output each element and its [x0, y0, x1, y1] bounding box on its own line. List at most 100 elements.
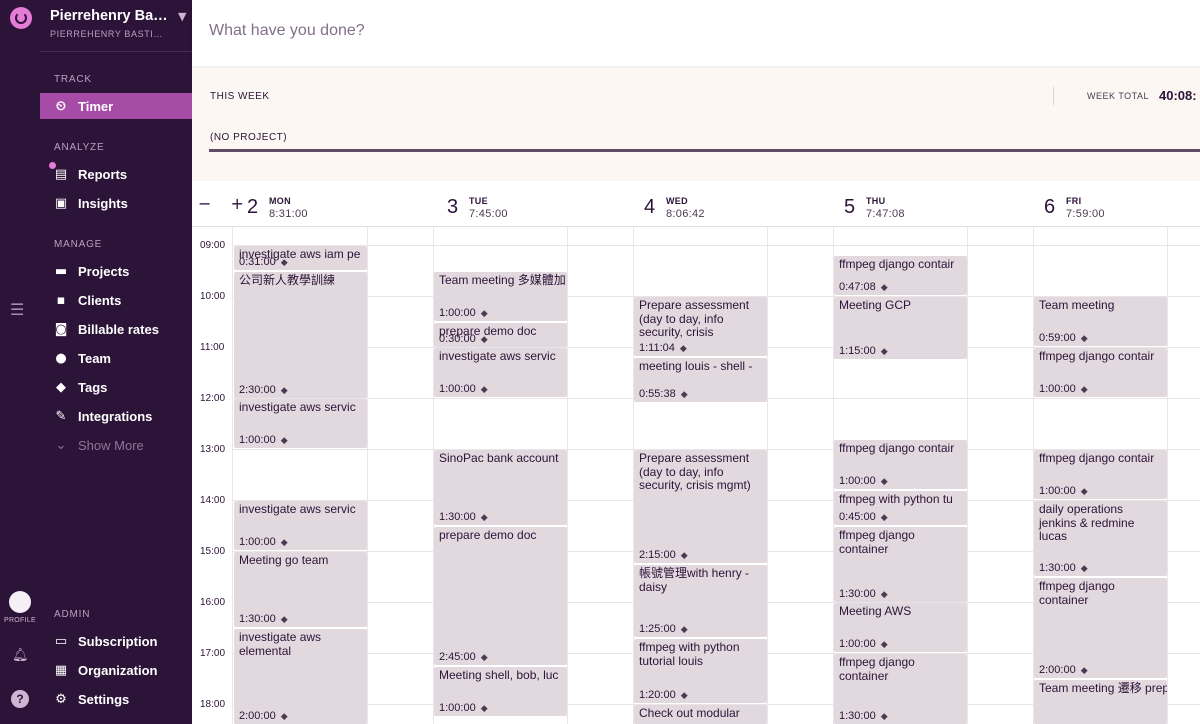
time-entry[interactable]: 公司新人教學訓練 2:30:00 ◆ [234, 272, 367, 398]
tag-icon[interactable]: ◆ [880, 589, 888, 599]
tag-icon[interactable]: ◆ [480, 703, 488, 713]
tag-icon[interactable]: ◆ [280, 711, 288, 721]
sidebar-item-timer[interactable]: ⏲ Timer [40, 93, 192, 119]
tag-icon[interactable]: ◆ [880, 639, 888, 649]
time-entry[interactable]: ffmpeg django contair 1:00:00 ◆ [834, 440, 967, 489]
tag-icon[interactable]: ◆ [1080, 486, 1088, 496]
entry-duration: 2:00:00 ◆ [239, 710, 288, 722]
time-entry[interactable]: Prepare assessment (day to day, info sec… [634, 297, 767, 356]
sidebar-item-organization[interactable]: ▦ Organization [40, 657, 192, 683]
tag-icon[interactable]: ◆ [679, 343, 687, 353]
profile-label[interactable]: PROFILE [3, 617, 37, 624]
tag-icon[interactable]: ◆ [280, 614, 288, 624]
tag-icon[interactable]: ◆ [280, 385, 288, 395]
time-entry[interactable]: prepare demo doc 0:30:00 ◆ [434, 323, 567, 347]
tag-icon[interactable]: ◆ [880, 346, 888, 356]
entry-duration: 2:15:00 ◆ [639, 549, 688, 561]
tag-icon[interactable]: ◆ [480, 652, 488, 662]
grid-column-line [232, 227, 233, 724]
tag-icon[interactable]: ◆ [280, 537, 288, 547]
entry-description: Meeting go team [239, 553, 329, 567]
workspace-switcher[interactable]: Pierrehenry Bas... PIERREHENRY BASTIN...… [50, 8, 190, 39]
time-entry[interactable]: meeting louis - shell - 0:55:38 ◆ [634, 358, 767, 402]
profile-avatar[interactable] [9, 591, 31, 613]
entry-duration: 0:31:00 ◆ [239, 256, 288, 268]
entry-description: ffmpeg with python tu [839, 492, 953, 506]
tag-icon[interactable]: ◆ [680, 624, 688, 634]
this-week-label[interactable]: THIS WEEK [210, 91, 270, 102]
time-entry[interactable]: investigate aws servic 1:00:00 ◆ [234, 399, 367, 448]
time-entry[interactable]: investigate aws servic 1:00:00 ◆ [234, 501, 367, 550]
help-icon[interactable]: ? [11, 690, 29, 708]
time-entry[interactable]: ffmpeg django container 2:00:00 ◆ [1034, 578, 1167, 678]
time-entry[interactable]: ffmpeg django contair 1:00:00 ◆ [1034, 348, 1167, 397]
time-entry[interactable]: investigate aws servic 1:00:00 ◆ [434, 348, 567, 397]
time-entry[interactable]: Prepare assessment (day to day, info sec… [634, 450, 767, 563]
sidebar-item-clients[interactable]: ▪ Clients [40, 287, 192, 313]
tag-icon[interactable]: ◆ [280, 257, 288, 267]
sidebar-item-label: Timer [78, 98, 114, 114]
sidebar-item-label: Settings [78, 691, 130, 707]
tag-icon[interactable]: ◆ [880, 512, 888, 522]
time-entry[interactable]: Team meeting 0:59:00 ◆ [1034, 297, 1167, 346]
tag-icon[interactable]: ◆ [680, 550, 688, 560]
tag-icon[interactable]: ◆ [480, 308, 488, 318]
tag-icon[interactable]: ◆ [1080, 333, 1088, 343]
time-entry[interactable]: 帳號管理with henry - daisy 1:25:00 ◆ [634, 565, 767, 637]
time-entry[interactable]: Meeting go team 1:30:00 ◆ [234, 552, 367, 627]
sidebar-item-subscription[interactable]: ▭ Subscription [40, 628, 192, 654]
tag-icon[interactable]: ◆ [680, 389, 688, 399]
sidebar-item-tags[interactable]: ◆ Tags [40, 374, 192, 400]
time-entry[interactable]: Meeting AWS 1:00:00 ◆ [834, 603, 967, 652]
sidebar-item-integrations[interactable]: ✎ Integrations [40, 403, 192, 429]
time-entry[interactable]: ffmpeg django contair 0:47:08 ◆ [834, 256, 967, 295]
time-entry[interactable]: Meeting shell, bob, luc 1:00:00 ◆ [434, 667, 567, 716]
tag-icon[interactable]: ◆ [480, 384, 488, 394]
tag-icon[interactable]: ◆ [480, 512, 488, 522]
sidebar-item-show-more[interactable]: ⌄ Show More [40, 432, 192, 458]
time-entry[interactable]: SinoPac bank account 1:30:00 ◆ [434, 450, 567, 525]
tag-icon[interactable]: ◆ [680, 690, 688, 700]
toggl-logo-icon[interactable] [10, 7, 32, 29]
tag-icon[interactable]: ◆ [1080, 384, 1088, 394]
time-entry[interactable]: prepare demo doc 2:45:00 ◆ [434, 527, 567, 665]
time-entry[interactable]: daily operations jenkins & redmine lucas… [1034, 501, 1167, 576]
sidebar-item-insights[interactable]: ▣ Insights [40, 190, 192, 216]
reports-icon: ▤ [49, 162, 70, 183]
tag-icon[interactable]: ◆ [1080, 563, 1088, 573]
zoom-controls[interactable]: − + [198, 194, 251, 213]
sidebar-item-team[interactable]: ● Team [40, 345, 192, 371]
tag-icon[interactable]: ◆ [880, 476, 888, 486]
time-entry[interactable]: Team meeting 多媒體加 1:00:00 ◆ [434, 272, 567, 321]
time-entry[interactable]: Meeting GCP 1:15:00 ◆ [834, 297, 967, 359]
time-entry[interactable]: Check out modular [634, 705, 767, 724]
tag-icon[interactable]: ◆ [880, 711, 888, 721]
tag-icon[interactable]: ◆ [1080, 665, 1088, 675]
hour-grid-line [232, 245, 1200, 246]
time-entry[interactable]: ffmpeg with python tutorial louis 1:20:00… [634, 639, 767, 703]
entry-description: Check out modular [639, 706, 740, 720]
time-entry[interactable]: ffmpeg django contair 1:00:00 ◆ [1034, 450, 1167, 499]
sidebar-item-projects[interactable]: ▬ Projects [40, 258, 192, 284]
time-entry[interactable]: Team meeting 遷移 preparation [1034, 680, 1167, 724]
time-entry[interactable]: ffmpeg with python tu 0:45:00 ◆ [834, 491, 967, 525]
hour-grid-line [232, 449, 1200, 450]
entry-description: Team meeting 遷移 preparation [1039, 681, 1167, 695]
time-entry[interactable]: investigate aws iam pe 0:31:00 ◆ [234, 246, 367, 270]
sidebar-item-billable-rates[interactable]: ◙ Billable rates [40, 316, 192, 342]
collapse-sidebar-icon[interactable]: ☰ [10, 300, 25, 319]
bell-icon[interactable]: 🔔︎ [12, 648, 29, 663]
day-header-thu: 5 THU 7:47:08 [844, 194, 994, 228]
tag-icon[interactable]: ◆ [880, 282, 888, 292]
entry-duration: 1:00:00 ◆ [1039, 383, 1088, 395]
entry-description: prepare demo doc [439, 324, 537, 338]
sidebar-item-reports[interactable]: ▤ Reports [40, 161, 192, 187]
time-entry[interactable]: investigate aws elemental 2:00:00 ◆ [234, 629, 367, 724]
time-entry[interactable]: ffmpeg django container 1:30:00 ◆ [834, 654, 967, 724]
sidebar-item-settings[interactable]: ⚙ Settings [40, 686, 192, 712]
tag-icon[interactable]: ◆ [280, 435, 288, 445]
description-input[interactable]: What have you done? [209, 22, 365, 39]
sidebar: Pierrehenry Bas... PIERREHENRY BASTIN...… [40, 0, 192, 724]
time-entry[interactable]: ffmpeg django container 1:30:00 ◆ [834, 527, 967, 602]
tag-icon[interactable]: ◆ [480, 334, 488, 344]
